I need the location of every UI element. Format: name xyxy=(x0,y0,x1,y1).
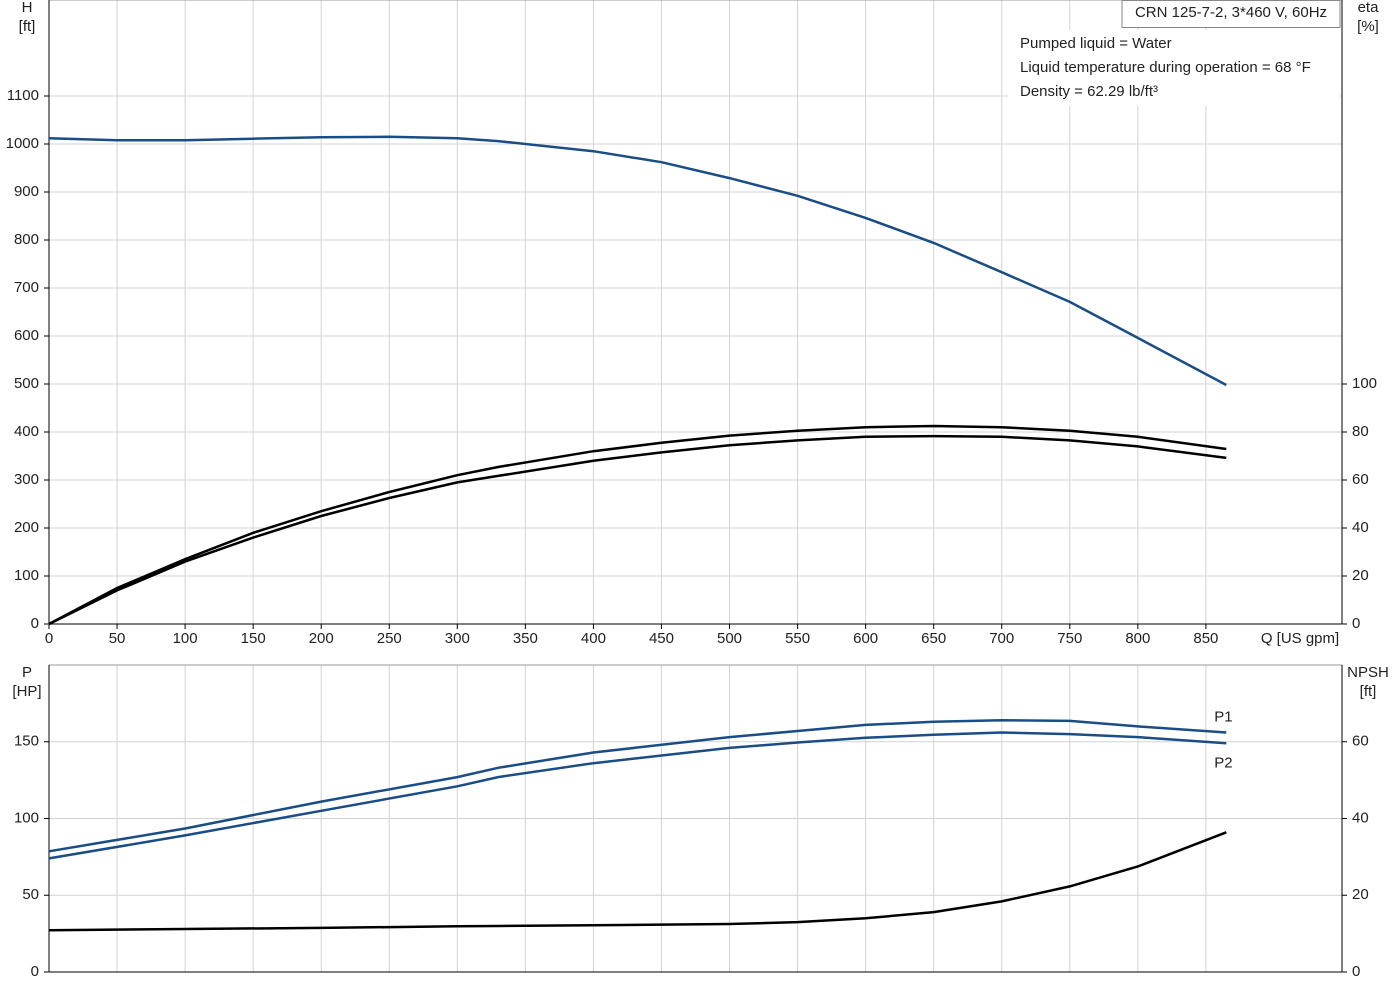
x-tick-label: 250 xyxy=(377,630,402,647)
y-tick-label: 100 xyxy=(14,567,39,584)
y2-tick-label: 20 xyxy=(1352,567,1369,584)
x-axis-label: Q [US gpm] xyxy=(1261,630,1339,647)
x-tick-label: 350 xyxy=(513,630,538,647)
y-axis-label: P xyxy=(22,664,32,681)
y-axis-label: [ft] xyxy=(19,18,36,35)
chart-title: CRN 125-7-2, 3*460 V, 60Hz xyxy=(1135,4,1327,21)
x-tick-label: 200 xyxy=(309,630,334,647)
series-label: P2 xyxy=(1214,754,1232,771)
y-tick-label: 200 xyxy=(14,519,39,536)
notes-box xyxy=(1008,30,1340,106)
curve xyxy=(48,831,1227,932)
x-tick-label: 650 xyxy=(921,630,946,647)
y-tick-label: 400 xyxy=(14,423,39,440)
x-tick-label: 300 xyxy=(445,630,470,647)
x-tick-label: 700 xyxy=(989,630,1014,647)
y-axis-label: H xyxy=(22,0,33,16)
y2-tick-label: 60 xyxy=(1352,471,1369,488)
x-tick-label: 750 xyxy=(1057,630,1082,647)
y2-axis-label: [%] xyxy=(1357,18,1379,35)
note: Density = 62.29 lb/ft³ xyxy=(1020,83,1158,100)
y-tick-label: 50 xyxy=(22,886,39,903)
y-tick-label: 300 xyxy=(14,471,39,488)
y2-tick-label: 40 xyxy=(1352,809,1369,826)
y2-tick-label: 60 xyxy=(1352,733,1369,750)
y-tick-label: 700 xyxy=(14,279,39,296)
y-tick-label: 0 xyxy=(31,615,39,632)
x-tick-label: 400 xyxy=(581,630,606,647)
x-tick-label: 550 xyxy=(785,630,810,647)
y-tick-label: 600 xyxy=(14,327,39,344)
y-tick-label: 150 xyxy=(14,733,39,750)
y-tick-label: 500 xyxy=(14,375,39,392)
y2-tick-label: 20 xyxy=(1352,886,1369,903)
y2-axis-label: eta xyxy=(1358,0,1380,16)
curve xyxy=(48,424,1227,626)
x-tick-label: 100 xyxy=(173,630,198,647)
y2-tick-label: 0 xyxy=(1352,963,1360,980)
note: Liquid temperature during operation = 68… xyxy=(1020,59,1311,76)
curve xyxy=(48,719,1227,853)
curve xyxy=(48,731,1227,860)
x-tick-label: 50 xyxy=(109,630,126,647)
x-tick-label: 150 xyxy=(241,630,266,647)
y2-tick-label: 0 xyxy=(1352,615,1360,632)
note: Pumped liquid = Water xyxy=(1020,35,1172,52)
y2-tick-label: 40 xyxy=(1352,519,1369,536)
y-tick-label: 1100 xyxy=(7,87,39,104)
y2-tick-label: 80 xyxy=(1352,423,1369,440)
plot-layer: 0 50 100 150 200 250 300 350 400 450 500 550 600 650 7… xyxy=(6,0,1389,980)
x-tick-label: 0 xyxy=(45,630,53,647)
title-box xyxy=(1121,0,1341,28)
x-tick-label: 600 xyxy=(853,630,878,647)
curve xyxy=(48,434,1227,626)
series-label: P1 xyxy=(1214,709,1232,726)
x-tick-label: 850 xyxy=(1193,630,1218,647)
curve xyxy=(48,135,1227,387)
y2-tick-label: 100 xyxy=(1352,375,1377,392)
y-axis-label: [HP] xyxy=(12,683,41,700)
y-tick-label: 1000 xyxy=(6,135,39,152)
y2-axis-label: NPSH xyxy=(1347,664,1389,681)
y2-axis-label: [ft] xyxy=(1360,683,1377,700)
x-tick-label: 450 xyxy=(649,630,674,647)
y-tick-label: 0 xyxy=(31,963,39,980)
y-tick-label: 100 xyxy=(14,809,39,826)
y-tick-label: 800 xyxy=(14,231,39,248)
x-tick-label: 500 xyxy=(717,630,742,647)
x-tick-label: 800 xyxy=(1125,630,1150,647)
y-tick-label: 900 xyxy=(14,183,39,200)
